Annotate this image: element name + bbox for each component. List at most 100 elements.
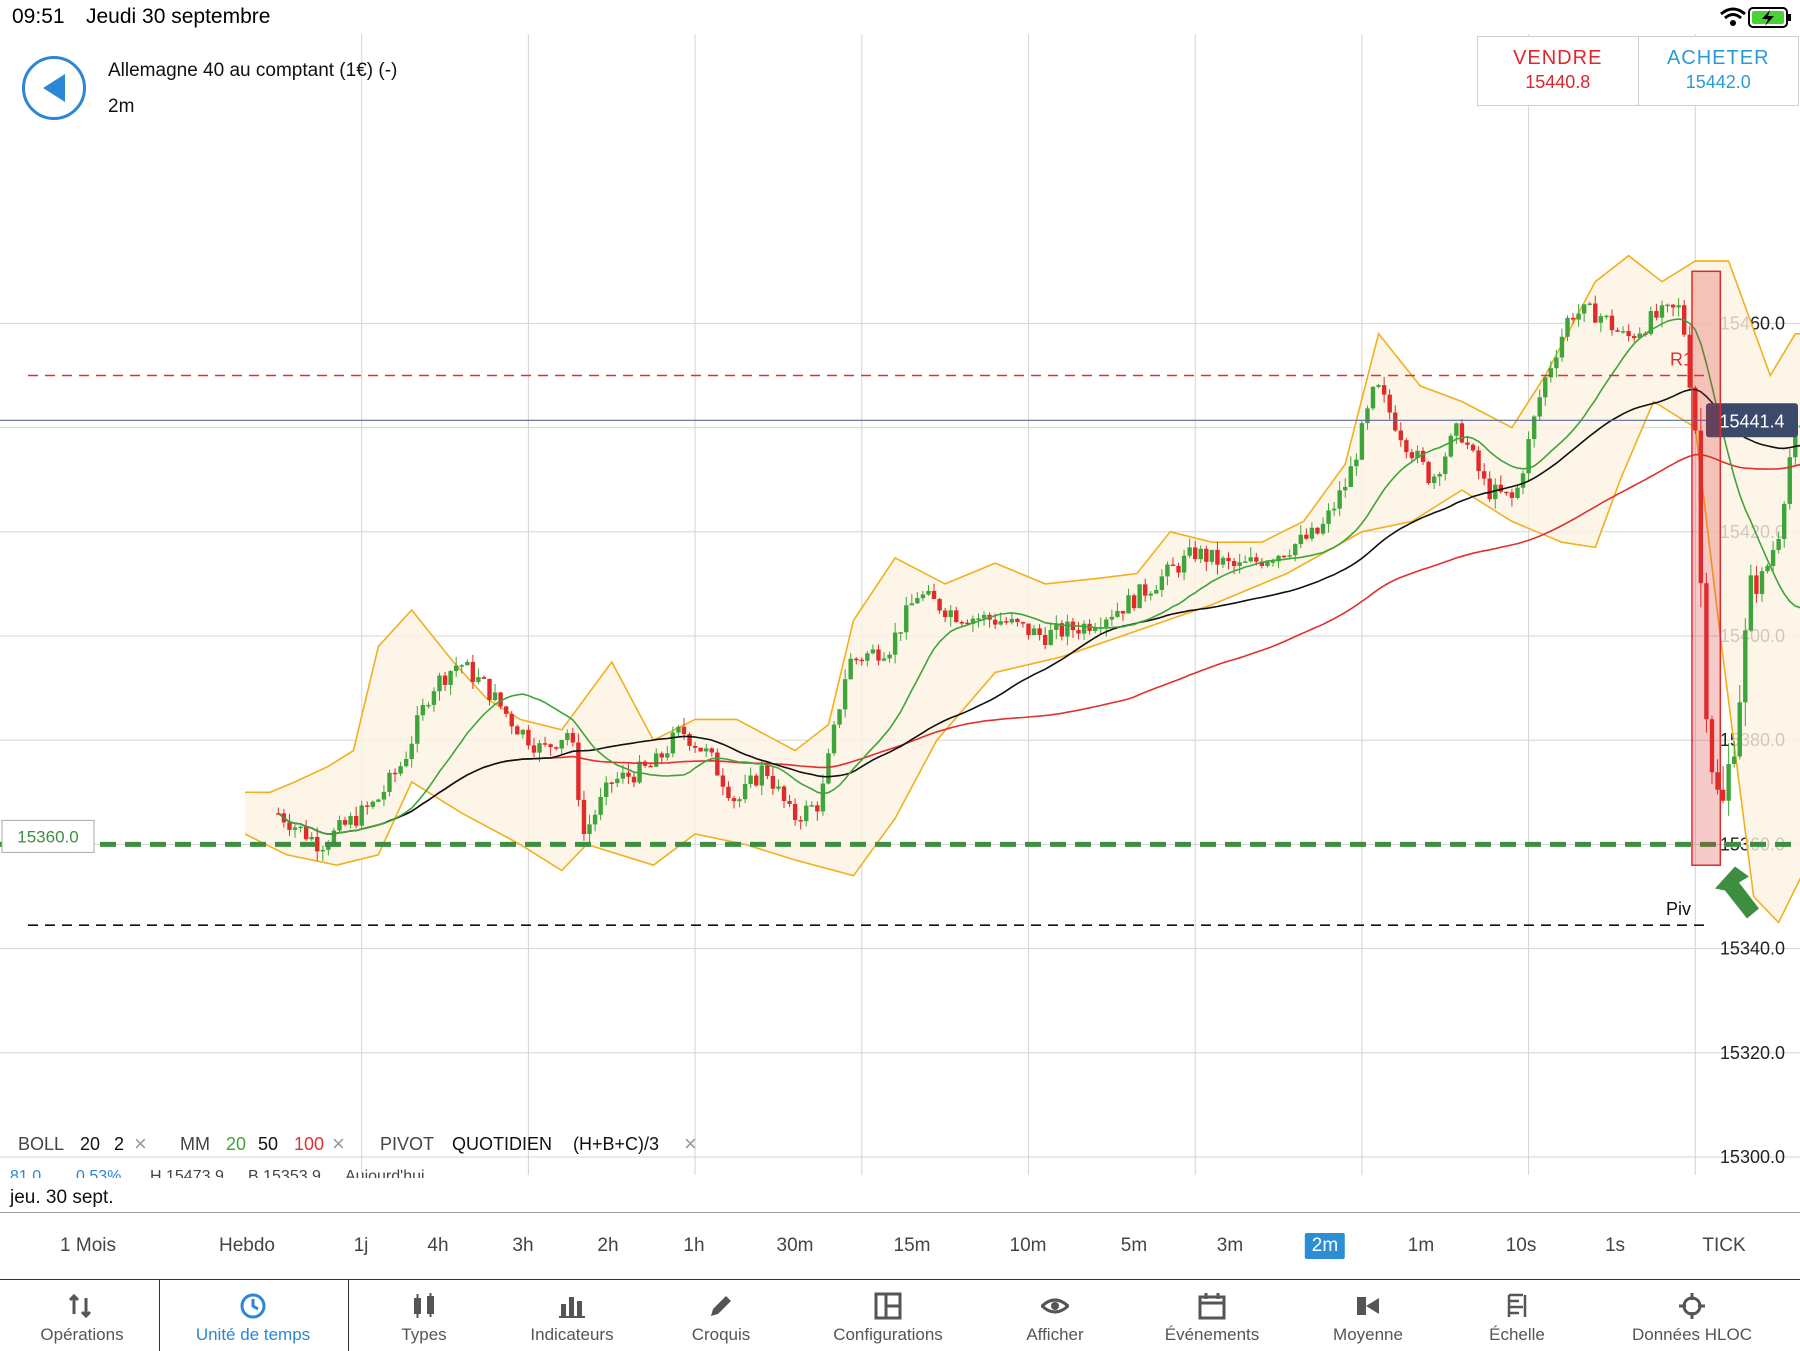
timeframe-hebdo[interactable]: Hebdo <box>219 1235 275 1256</box>
candle-down <box>1715 772 1720 790</box>
candle-up <box>1431 476 1437 484</box>
candle-up <box>1520 473 1526 488</box>
timeframe-3m[interactable]: 3m <box>1216 1235 1244 1256</box>
nav-average-button[interactable]: Moyenne <box>1288 1280 1448 1351</box>
nav-eye-button[interactable]: Afficher <box>975 1280 1135 1351</box>
nav-clock-button[interactable]: Unité de temps <box>173 1280 333 1351</box>
timeframe-1s[interactable]: 1s <box>1604 1235 1626 1256</box>
candle-down <box>1015 618 1020 623</box>
remove-mm-button[interactable]: × <box>332 1131 345 1156</box>
ma50-line <box>277 388 1800 836</box>
candles-icon <box>410 1292 438 1325</box>
candle-up <box>1415 450 1420 459</box>
candle-up <box>1787 457 1792 504</box>
bollinger-fill <box>245 255 1800 923</box>
y-tick-label: 15320.0 <box>1720 1043 1785 1063</box>
candle-down <box>1393 412 1398 431</box>
candle-down <box>1698 430 1704 584</box>
candle-down <box>631 776 637 783</box>
candle-up <box>431 691 437 705</box>
candle-up <box>881 658 887 661</box>
candle-up <box>587 824 592 835</box>
candle-down <box>553 747 559 749</box>
candle-up <box>1659 305 1665 318</box>
ohlc-low: B 15353.9 <box>248 1168 321 1178</box>
price-chart[interactable]: 15300.015320.015340.015360.015380.015400… <box>0 34 1800 1184</box>
candle-down <box>1381 385 1387 395</box>
candle-down <box>581 799 587 835</box>
candle-down <box>1059 623 1065 637</box>
timeframe-30m[interactable]: 30m <box>776 1235 814 1256</box>
timeframe-2m[interactable]: 2m <box>1304 1233 1346 1259</box>
nav-arrows-button[interactable]: Opérations <box>2 1280 162 1351</box>
candle-up <box>842 679 848 710</box>
timeframe-10s[interactable]: 10s <box>1505 1235 1537 1256</box>
candle-up <box>415 715 420 744</box>
pivot-label: Piv <box>1666 899 1691 919</box>
candle-up <box>1743 630 1748 703</box>
nav-pencil-button[interactable]: Croquis <box>641 1280 801 1351</box>
pencil-icon <box>707 1292 735 1325</box>
nav-bars-button[interactable]: Indicateurs <box>492 1280 652 1351</box>
candle-down <box>570 733 576 743</box>
candle-down <box>442 675 448 685</box>
candle-up <box>1220 557 1226 565</box>
candle-down <box>931 590 937 600</box>
candle-up <box>1154 589 1159 594</box>
candle-down <box>720 775 726 787</box>
candle-up <box>1665 304 1670 307</box>
timeframe-1h[interactable]: 1h <box>683 1235 705 1256</box>
timeframe-4h[interactable]: 4h <box>427 1235 449 1256</box>
nav-scale-button[interactable]: Échelle <box>1437 1280 1597 1351</box>
nav-candles-button[interactable]: Types <box>344 1280 504 1351</box>
timeframe-3h[interactable]: 3h <box>512 1235 534 1256</box>
candle-up <box>409 743 414 760</box>
nav-crosshair-button[interactable]: Données HLOC <box>1612 1280 1772 1351</box>
remove-boll-button[interactable]: × <box>134 1131 147 1156</box>
candle-down <box>1509 492 1515 498</box>
timeframe-2h[interactable]: 2h <box>597 1235 619 1256</box>
candle-up <box>865 653 870 661</box>
candle-up <box>1109 616 1115 620</box>
candle-down <box>1465 442 1470 445</box>
nav-layout-button[interactable]: Configurations <box>808 1280 968 1351</box>
remove-pivot-button[interactable]: × <box>684 1131 697 1156</box>
candle-down <box>854 658 859 661</box>
timeframe-15m[interactable]: 15m <box>893 1235 931 1256</box>
candle-down <box>481 677 487 679</box>
candle-up <box>759 765 764 786</box>
candle-up <box>809 805 814 807</box>
candle-up <box>976 618 981 620</box>
timeframe-1-mois[interactable]: 1 Mois <box>60 1235 116 1256</box>
candle-up <box>1198 548 1203 560</box>
candle-up <box>904 605 909 633</box>
nav-label: Types <box>401 1325 447 1344</box>
back-arrow-icon <box>43 74 65 102</box>
nav-calendar-button[interactable]: Événements <box>1132 1280 1292 1351</box>
timeframe-1j[interactable]: 1j <box>353 1235 369 1256</box>
candle-down <box>1615 330 1620 332</box>
candle-up <box>1159 576 1165 590</box>
candle-up <box>654 753 659 767</box>
sell-button[interactable]: VENDRE 15440.8 <box>1478 37 1639 105</box>
nav-label: Afficher <box>1026 1325 1084 1344</box>
buy-button[interactable]: ACHETER 15442.0 <box>1639 37 1799 105</box>
wifi-icon <box>1720 7 1746 26</box>
timeframe-10m[interactable]: 10m <box>1009 1235 1047 1256</box>
candle-down <box>1281 555 1287 558</box>
candle-down <box>1004 621 1009 623</box>
timeframe-1m[interactable]: 1m <box>1407 1235 1435 1256</box>
candle-down <box>353 816 359 826</box>
timeframe-5m[interactable]: 5m <box>1120 1235 1148 1256</box>
back-button[interactable] <box>22 56 86 120</box>
timeframe-tick[interactable]: TICK <box>1702 1235 1746 1256</box>
ohlc-strip: 81.0 0.53% H 15473.9 B 15353.9 Aujourd'h… <box>0 1168 540 1178</box>
candle-down <box>1481 471 1487 479</box>
nav-label: Échelle <box>1489 1325 1545 1344</box>
candle-up <box>459 665 464 667</box>
candle-up <box>870 649 876 654</box>
candle-up <box>1298 534 1303 545</box>
candle-up <box>1587 303 1592 305</box>
nav-label: Croquis <box>691 1325 751 1344</box>
candle-down <box>503 706 509 714</box>
